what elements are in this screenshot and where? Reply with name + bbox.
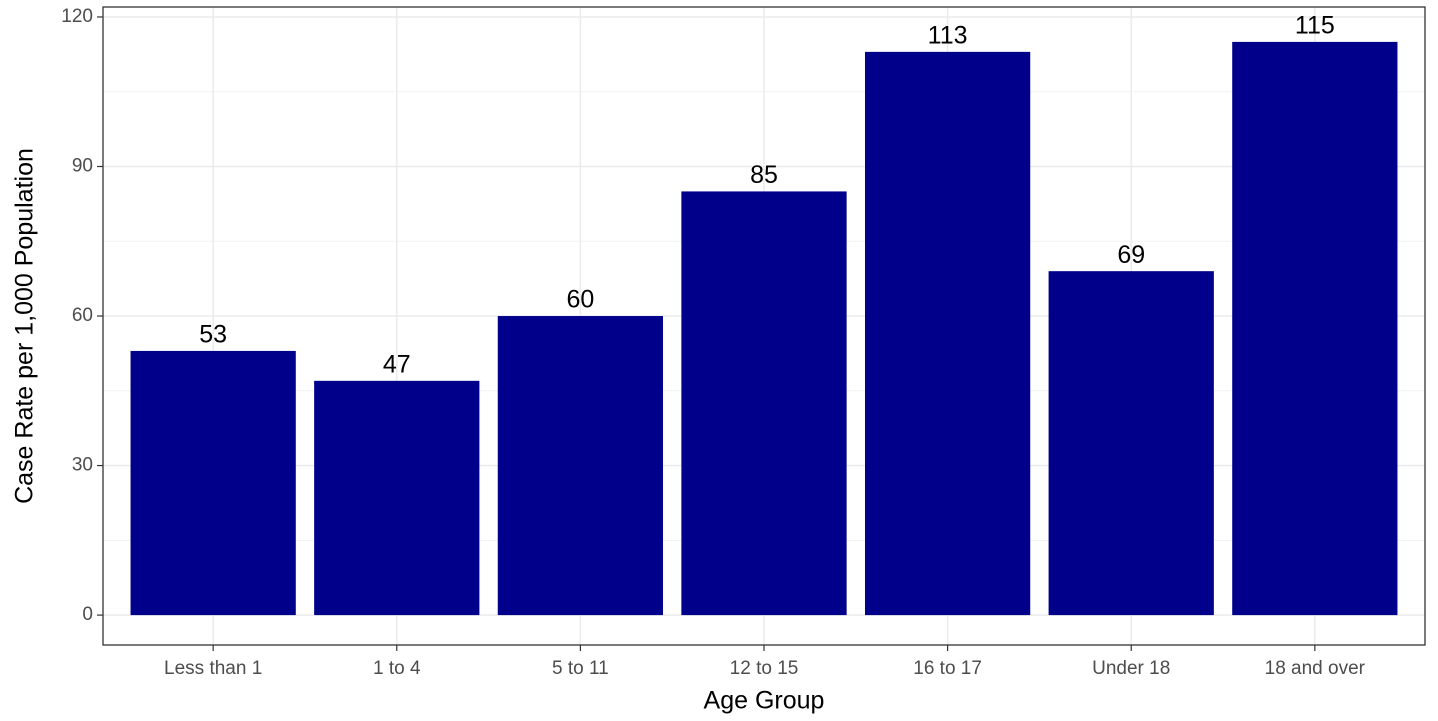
- bar: [1232, 41, 1398, 616]
- y-tick-label: 90: [72, 156, 93, 177]
- bar: [314, 380, 480, 616]
- x-tick-label: 5 to 11: [552, 658, 609, 679]
- value-label: 53: [199, 321, 227, 349]
- x-tick-label: Under 18: [1092, 658, 1170, 679]
- x-tick-label: Less than 1: [164, 658, 262, 679]
- bar: [130, 350, 296, 616]
- y-tick-label: 60: [72, 305, 93, 326]
- bar: [864, 51, 1031, 616]
- value-label: 69: [1117, 241, 1145, 269]
- y-tick-label: 120: [61, 6, 93, 27]
- value-label: 113: [928, 21, 968, 49]
- x-axis-title: Age Group: [704, 687, 825, 715]
- value-label: 47: [383, 350, 411, 378]
- x-tick-label: 16 to 17: [913, 658, 982, 679]
- x-tick-label: 18 and over: [1265, 658, 1366, 679]
- value-label: 115: [1295, 12, 1335, 40]
- bar: [681, 191, 847, 616]
- y-tick-label: 0: [82, 604, 93, 625]
- x-tick-label: 1 to 4: [373, 658, 421, 679]
- y-tick-label: 30: [72, 455, 93, 476]
- panel-border: [102, 6, 1426, 646]
- value-label: 85: [750, 161, 778, 189]
- bar: [1048, 271, 1214, 616]
- bar: [497, 316, 664, 616]
- value-label: 60: [566, 286, 594, 314]
- x-tick-label: 12 to 15: [730, 658, 799, 679]
- y-axis-title: Case Rate per 1,000 Population: [11, 148, 39, 504]
